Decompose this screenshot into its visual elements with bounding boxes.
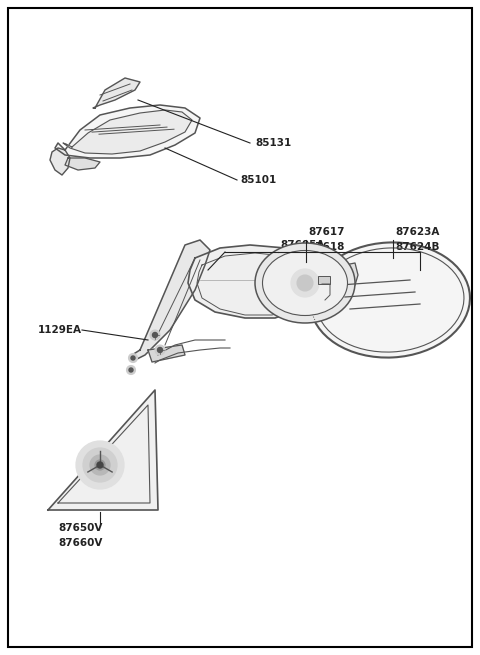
Polygon shape [65,158,100,170]
Polygon shape [93,78,140,108]
Text: 87617: 87617 [308,227,345,237]
Circle shape [153,333,157,337]
Circle shape [155,345,165,355]
Circle shape [83,448,117,482]
Circle shape [297,275,313,291]
Text: 85131: 85131 [255,138,291,148]
Polygon shape [55,105,200,158]
Circle shape [150,330,160,340]
Polygon shape [63,110,192,154]
Bar [318,276,330,284]
Polygon shape [50,148,70,175]
Circle shape [76,441,124,489]
Polygon shape [330,263,358,288]
Circle shape [90,455,110,475]
Ellipse shape [255,243,355,323]
Text: 85101: 85101 [240,175,276,185]
Circle shape [291,269,319,297]
Circle shape [97,462,103,468]
Circle shape [95,460,105,470]
Circle shape [129,354,137,362]
Circle shape [127,365,135,375]
Text: 87623A: 87623A [395,227,439,237]
Text: 87606A: 87606A [280,254,324,264]
Text: 87618: 87618 [308,242,344,252]
Polygon shape [48,390,158,510]
Circle shape [157,348,163,352]
Text: 87605A: 87605A [280,240,324,250]
Polygon shape [188,245,330,318]
Ellipse shape [263,250,348,316]
Circle shape [129,368,133,372]
Text: 1129EA: 1129EA [38,325,82,335]
Text: 87624B: 87624B [395,242,440,252]
Ellipse shape [310,242,470,358]
Polygon shape [132,240,210,360]
Polygon shape [148,345,185,362]
Circle shape [131,356,135,360]
Text: 87660V: 87660V [58,538,102,548]
Text: 87650V: 87650V [58,523,102,533]
